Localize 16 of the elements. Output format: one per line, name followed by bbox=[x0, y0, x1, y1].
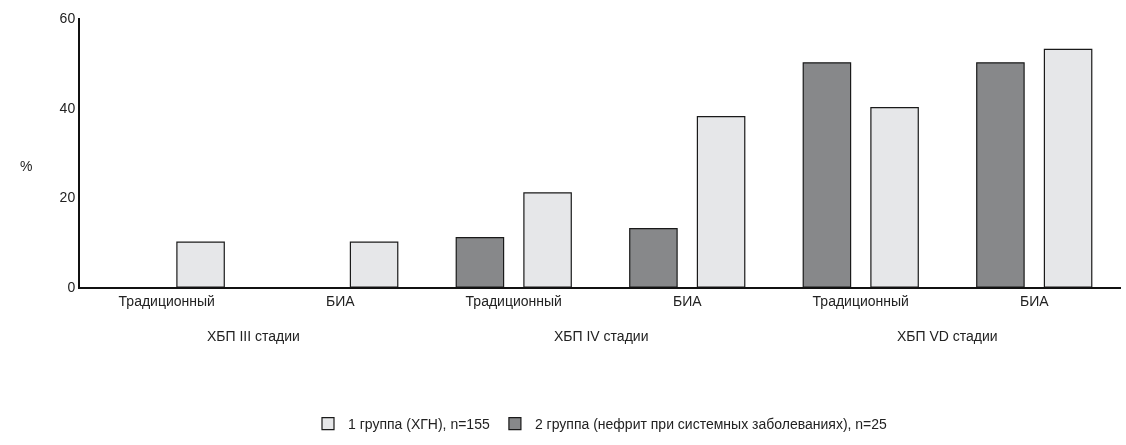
legend-label: 1 группа (ХГН), n=155 bbox=[348, 416, 490, 433]
legend-label: 2 группа (нефрит при системных заболеваниях), n=25 bbox=[534, 416, 888, 433]
y-axis-title: % bbox=[20, 158, 33, 174]
text: ХБП III стадии bbox=[207, 328, 300, 344]
text: ХБП IV стадии bbox=[554, 328, 649, 344]
y-tick-label: 0 bbox=[67, 278, 76, 295]
x-tick-label: БИА bbox=[325, 292, 356, 309]
y-tick-label: 40 bbox=[59, 99, 76, 116]
x-tick-label: Традиционный bbox=[118, 292, 215, 309]
x-tick-label: Традиционный bbox=[465, 292, 562, 309]
x-tick-label: БИА bbox=[1019, 292, 1050, 309]
y-tick-label: 60 bbox=[59, 9, 76, 26]
text: ХБП VD стадии bbox=[897, 328, 998, 344]
x-tick-label: Традиционный bbox=[812, 292, 909, 309]
y-tick-label: 20 bbox=[59, 189, 76, 206]
x-tick-label: БИА bbox=[672, 292, 703, 309]
